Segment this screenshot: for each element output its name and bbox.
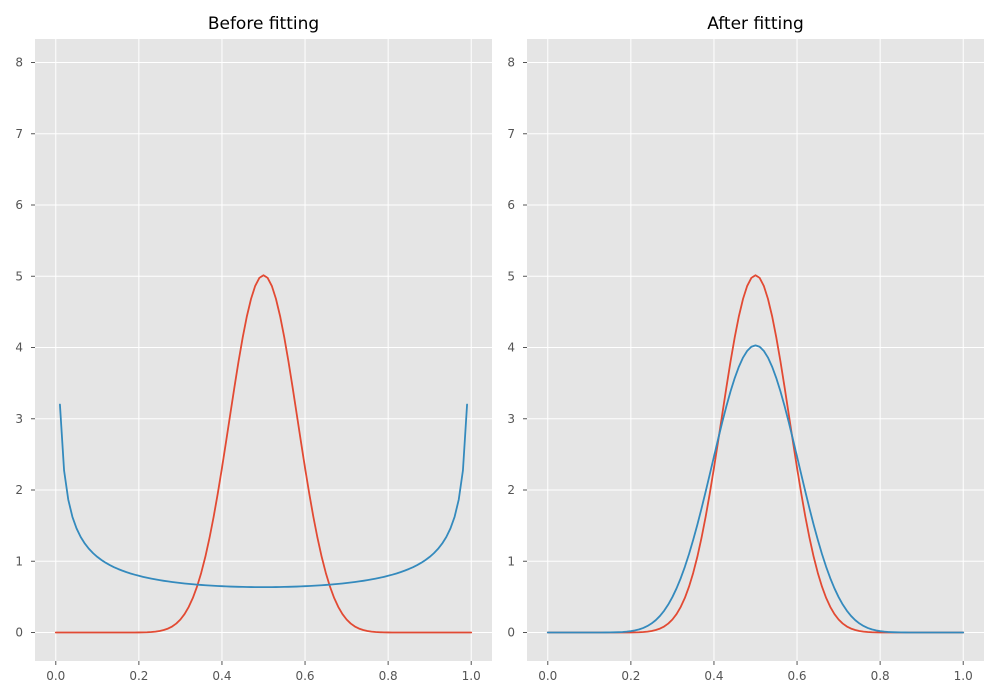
x-tick-label: 0.6 <box>787 669 806 683</box>
series-line-0 <box>54 274 473 634</box>
y-tick-label: 4 <box>507 341 515 355</box>
x-tick-label: 0.0 <box>46 669 65 683</box>
x-tick-label: 0.8 <box>379 669 398 683</box>
y-tick-label: 1 <box>507 554 515 568</box>
y-tick-label: 2 <box>15 483 23 497</box>
chart-panel-after-fitting: 0.0 0.2 0.4 0.6 0.8 1.0 0 1 2 3 4 5 6 7 8 After fitti… <box>507 14 984 683</box>
series-line-1 <box>546 344 965 634</box>
y-tick-label: 3 <box>15 412 23 426</box>
y-tick-label: 8 <box>507 56 515 70</box>
x-axis: 0.0 0.2 0.4 0.6 0.8 1.0 <box>538 661 973 683</box>
series-group <box>546 274 965 634</box>
y-tick-label: 3 <box>507 412 515 426</box>
x-tick-label: 0.0 <box>538 669 557 683</box>
grid <box>527 39 984 661</box>
y-tick-label: 7 <box>15 127 23 141</box>
grid <box>35 39 492 661</box>
x-tick-label: 0.2 <box>621 669 640 683</box>
y-tick-label: 2 <box>507 483 515 497</box>
y-axis: 0 1 2 3 4 5 6 7 8 <box>15 56 35 640</box>
x-tick-label: 0.2 <box>129 669 148 683</box>
y-tick-label: 5 <box>507 269 515 283</box>
series-line-1 <box>59 403 468 589</box>
x-axis: 0.0 0.2 0.4 0.6 0.8 1.0 <box>46 661 481 683</box>
y-tick-label: 6 <box>15 198 23 212</box>
y-tick-label: 0 <box>507 626 515 640</box>
chart-title: Before fitting <box>208 14 319 34</box>
y-tick-label: 8 <box>15 56 23 70</box>
plot-area <box>527 39 984 661</box>
x-tick-label: 0.4 <box>704 669 723 683</box>
plot-area <box>35 39 492 661</box>
series-group <box>54 274 473 634</box>
x-tick-label: 0.4 <box>212 669 231 683</box>
x-tick-label: 0.6 <box>295 669 314 683</box>
y-tick-label: 1 <box>15 554 23 568</box>
y-tick-label: 5 <box>15 269 23 283</box>
x-tick-label: 1.0 <box>954 669 973 683</box>
y-tick-label: 0 <box>15 626 23 640</box>
y-tick-label: 4 <box>15 341 23 355</box>
chart-panel-before-fitting: 0.0 0.2 0.4 0.6 0.8 1.0 0 1 2 3 4 5 6 7 8 Before fitt… <box>15 14 492 683</box>
y-tick-label: 7 <box>507 127 515 141</box>
x-tick-label: 0.8 <box>871 669 890 683</box>
chart-title: After fitting <box>707 14 804 34</box>
x-tick-label: 1.0 <box>462 669 481 683</box>
y-axis: 0 1 2 3 4 5 6 7 8 <box>507 56 527 640</box>
y-tick-label: 6 <box>507 198 515 212</box>
